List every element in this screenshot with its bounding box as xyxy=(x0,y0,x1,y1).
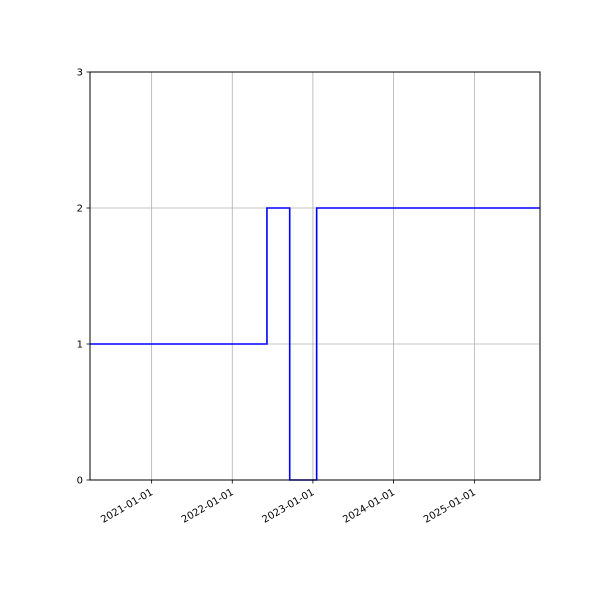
grid xyxy=(90,71,540,481)
y-tick-label: 0 xyxy=(77,476,83,487)
series xyxy=(90,207,540,481)
x-axis: 2021-01-01 2022-01-01 2023-01-01 2024-01-01… xyxy=(99,480,478,526)
y-tick-label: 2 xyxy=(77,204,83,215)
x-tick-label: 2021-01-01 xyxy=(99,487,155,526)
x-tick-label: 2023-01-01 xyxy=(261,487,317,526)
series-line xyxy=(90,207,540,481)
x-tick-label: 2025-01-01 xyxy=(422,487,478,526)
axes-frame xyxy=(89,71,541,481)
y-axis: 0 1 2 3 xyxy=(77,68,90,487)
x-tick-label: 2024-01-01 xyxy=(341,487,397,526)
x-tick-label: 2022-01-01 xyxy=(180,487,236,526)
y-tick-label: 3 xyxy=(77,68,83,79)
y-tick-label: 1 xyxy=(77,340,83,351)
